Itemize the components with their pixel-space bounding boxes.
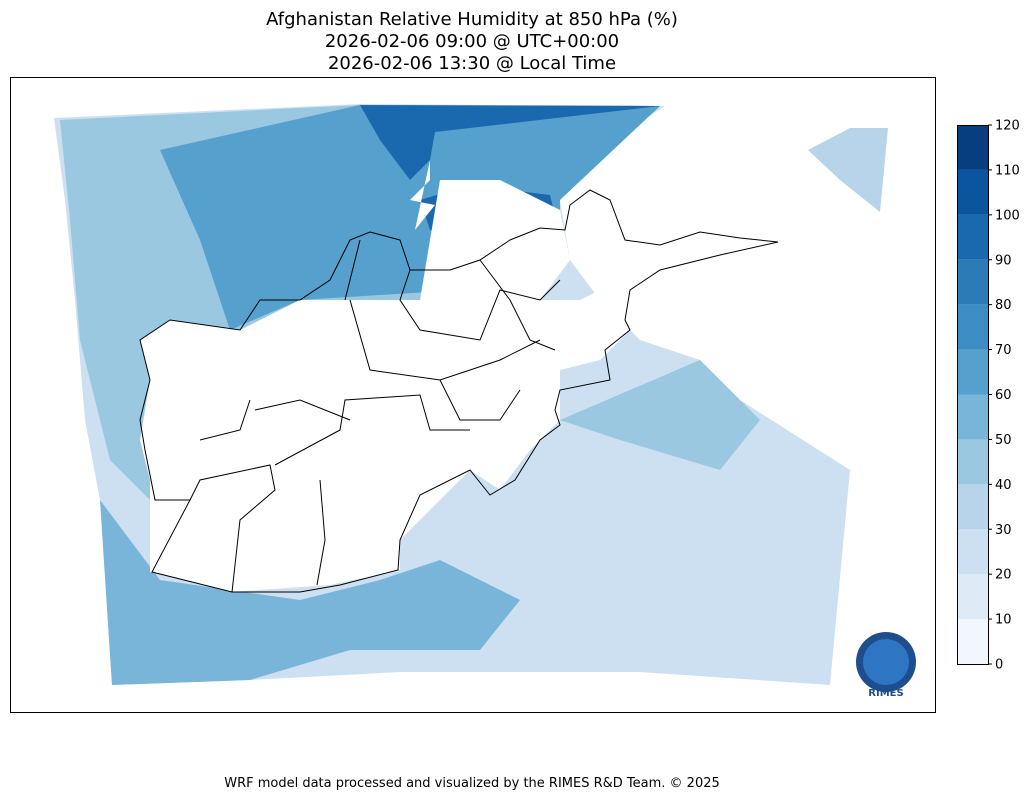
colorbar-tick-label: 60 [995,388,1012,403]
colorbar-tick-label: 30 [995,523,1012,538]
afghanistan-fill [140,180,778,592]
humidity-field [808,128,888,212]
humidity-field [100,500,520,685]
colorbar-segment [957,439,988,485]
title-line: Afghanistan Relative Humidity at 850 hPa… [266,9,678,30]
logo: RIMES [856,632,916,699]
colorbar-segment [957,529,988,575]
logo-inner [863,639,909,685]
colorbar-tick-label: 70 [995,343,1012,358]
humidity-field [160,105,660,330]
footer: WRF model data processed and visualized … [224,776,720,791]
map-frame [10,77,936,713]
missing-data [410,160,435,230]
colorbar-segment [957,574,988,620]
province-borders [189,239,561,593]
colorbar-tick-label: 50 [995,433,1012,448]
colorbar-segment [957,349,988,395]
colorbar-tick-label: 80 [995,298,1012,313]
colorbar-tick-label: 10 [995,613,1012,628]
colorbar: 0 10 20 30 40 50 60 70 80 90 100 110 120 [957,119,1020,673]
colorbar-tick-label: 40 [995,478,1012,493]
map-area: RIMES [54,104,916,699]
colorbar-segment [957,619,988,664]
colorbar-segment [957,169,988,215]
colorbar-segment [957,394,988,440]
title-line: 2026-02-06 13:30 @ Local Time [328,53,616,74]
colorbar-tick-label: 20 [995,568,1012,583]
colorbar-tick-label: 90 [995,253,1012,268]
title-line: 2026-02-06 09:00 @ UTC+00:00 [325,31,619,52]
colorbar-tick-label: 120 [995,119,1020,134]
colorbar-tick-label: 0 [995,658,1003,673]
humidity-field [560,360,760,470]
colorbar-tick-label: 100 [995,208,1020,223]
colorbar-segment [957,125,988,170]
logo-text: RIMES [868,688,903,699]
colorbar-segment [957,304,988,350]
country-border [139,189,779,593]
colorbar-segment [957,214,988,260]
colorbar-segment [957,259,988,305]
humidity-field [360,105,660,180]
colorbar-tick-label: 110 [995,163,1020,178]
colorbar-segment [957,484,988,530]
